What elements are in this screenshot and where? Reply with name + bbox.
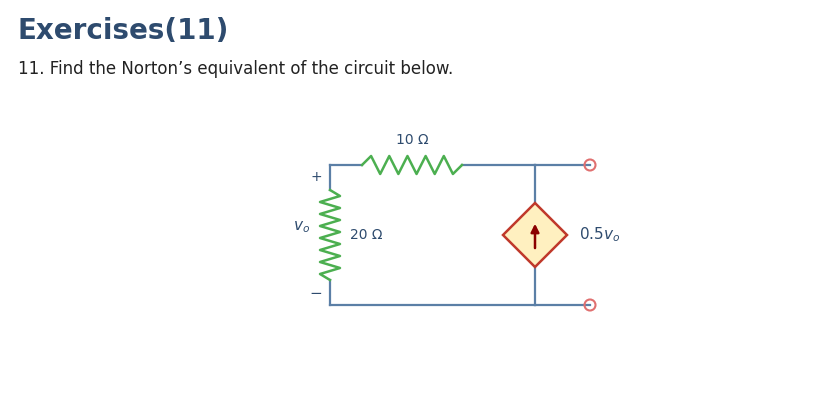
Text: 10 Ω: 10 Ω: [396, 133, 428, 147]
Text: $0.5v_o$: $0.5v_o$: [579, 226, 621, 245]
Text: Exercises(11): Exercises(11): [18, 17, 230, 45]
Text: 20 Ω: 20 Ω: [350, 228, 383, 242]
Polygon shape: [503, 203, 567, 267]
Text: −: −: [310, 286, 322, 301]
Text: +: +: [310, 170, 322, 184]
Text: $v_o$: $v_o$: [293, 219, 310, 235]
Text: 11. Find the Norton’s equivalent of the circuit below.: 11. Find the Norton’s equivalent of the …: [18, 60, 453, 78]
